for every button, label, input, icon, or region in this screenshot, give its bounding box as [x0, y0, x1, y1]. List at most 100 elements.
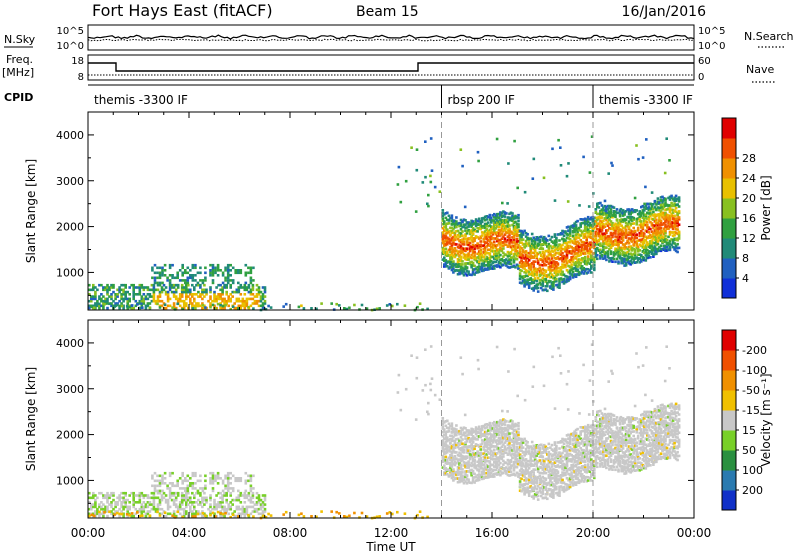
velocity-cell: [523, 465, 526, 468]
power-cell: [564, 274, 567, 278]
velocity-cell: [505, 466, 508, 469]
velocity-cell: [494, 424, 498, 427]
power-cell: [650, 235, 654, 239]
nsky-trace: [87, 34, 695, 40]
velocity-cell: [552, 476, 555, 480]
power-cell: [673, 248, 676, 251]
power-cell: [505, 212, 508, 215]
velocity-cell: [468, 438, 472, 441]
power-cell: [594, 211, 598, 214]
power-cell: [668, 233, 672, 236]
power-cell: [673, 204, 676, 208]
power-cell: [603, 217, 607, 220]
power-cell: [156, 295, 160, 298]
power-cell: [168, 274, 172, 277]
power-cell: [497, 239, 501, 242]
power-cell: [512, 215, 516, 219]
power-cell: [574, 261, 578, 264]
power-cell: [653, 206, 657, 209]
power-cell: [626, 239, 629, 243]
velocity-cell: [509, 467, 513, 470]
power-cell: [493, 223, 496, 226]
power-cell: [659, 229, 663, 233]
power-cell: [549, 280, 552, 283]
velocity-cell: [494, 435, 498, 438]
velocity-cell: [482, 424, 485, 428]
velocity-cell: [546, 497, 549, 501]
power-cell: [209, 297, 212, 301]
velocity-cell: [538, 459, 542, 462]
power-cell: [611, 232, 614, 236]
power-cell: [447, 253, 451, 257]
velocity-cell: [511, 422, 514, 426]
power-cell: [659, 231, 663, 235]
power-cell: [665, 218, 669, 222]
velocity-cell: [488, 424, 492, 427]
power-cell: [243, 304, 247, 308]
power-cell: [441, 209, 445, 212]
power-cell: [667, 224, 670, 227]
velocity-cell: [490, 457, 493, 460]
power-cell: [459, 224, 463, 227]
power-cell: [470, 253, 473, 257]
power-cell: [496, 248, 499, 251]
power-cell: [134, 299, 138, 303]
velocity-cell: [536, 494, 540, 498]
velocity-cell: [479, 473, 482, 477]
velocity-cell: [450, 446, 454, 450]
power-cell: [606, 252, 610, 256]
power-cell: [443, 259, 446, 262]
power-cell: [100, 293, 103, 296]
power-cell: [541, 276, 545, 279]
power-cell: [582, 229, 585, 233]
power-cell: [627, 227, 631, 231]
velocity-cell: [479, 448, 482, 451]
nave-label: Nave: [746, 63, 774, 76]
velocity-cell: [482, 455, 485, 459]
power-cell: [509, 245, 513, 249]
power-cell: [487, 242, 490, 246]
power-cell: [587, 205, 591, 208]
velocity-cell: [502, 449, 505, 452]
velocity-cell: [499, 421, 502, 425]
power-cell: [627, 262, 631, 265]
power-cell: [468, 241, 472, 245]
power-cell: [217, 293, 220, 296]
power-cell: [671, 214, 675, 218]
power-cell: [261, 297, 265, 301]
power-cell: [552, 285, 555, 289]
power-cell: [456, 229, 460, 233]
velocity-cell: [532, 489, 535, 492]
velocity-cell: [523, 470, 526, 473]
cpid-segment-label: rbsp 200 IF: [448, 93, 515, 107]
power-cell: [514, 249, 517, 253]
power-cell: [555, 283, 558, 287]
power-cell: [532, 286, 535, 290]
power-cell: [611, 227, 614, 231]
velocity-cell: [530, 459, 534, 463]
velocity-cell: [499, 446, 502, 450]
power-cell: [641, 238, 645, 241]
power-cell: [450, 251, 454, 254]
power-cell: [555, 241, 558, 244]
power-cell: [583, 269, 587, 273]
power-cell: [650, 241, 654, 244]
power-cell: [512, 255, 516, 258]
power-cell: [450, 229, 454, 233]
power-cell: [191, 276, 195, 280]
power-cell: [635, 256, 638, 259]
power-cell: [108, 288, 111, 292]
power-cell: [488, 256, 492, 259]
velocity-cell: [508, 439, 511, 442]
power-cell: [114, 293, 117, 296]
velocity-cell: [493, 452, 496, 456]
velocity-cell: [502, 438, 505, 441]
power-cell: [553, 253, 557, 256]
power-cell: [668, 206, 672, 210]
power-cell: [163, 274, 167, 277]
velocity-cell: [552, 453, 555, 456]
velocity-cell: [455, 470, 458, 474]
power-cell: [470, 229, 473, 232]
power-cell: [511, 236, 514, 239]
power-cell: [470, 260, 473, 264]
